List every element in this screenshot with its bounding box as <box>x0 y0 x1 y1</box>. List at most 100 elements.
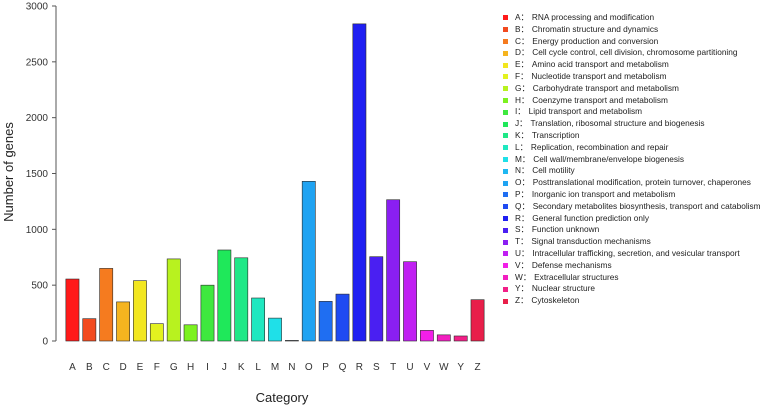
x-tick-label: K <box>238 362 245 373</box>
x-tick-label: S <box>373 362 380 373</box>
bar-I <box>200 284 215 342</box>
legend-item: V： Defense mechanisms <box>503 260 778 272</box>
y-axis: 0 500 1000 1500 2000 2500 3000 <box>26 2 57 348</box>
x-tick-label: Q <box>339 362 347 373</box>
bar-W <box>436 334 451 342</box>
x-tick-label: Z <box>475 362 481 373</box>
bar-Y <box>453 335 468 342</box>
legend-label: Secondary metabolites biosynthesis, tran… <box>532 200 761 211</box>
legend-code: W： <box>515 271 532 282</box>
legend-swatch <box>503 180 508 186</box>
legend-swatch <box>503 145 508 151</box>
legend-item: O： Posttranslational modification, protei… <box>503 177 778 189</box>
x-tick-label: R <box>356 362 363 373</box>
legend-code: E： <box>515 59 529 70</box>
legend-item: Z： Cytoskeleton <box>503 295 778 307</box>
bar-B <box>82 318 97 342</box>
bar-S <box>369 256 384 342</box>
bar-A <box>65 278 80 342</box>
legend-code: O： <box>515 177 530 188</box>
bar-M <box>268 317 282 342</box>
y-axis-title: Number of genes <box>1 122 16 222</box>
bar-V <box>420 330 434 342</box>
legend-label: Chromatin structure and dynamics <box>531 23 659 34</box>
legend-label: General function prediction only <box>532 212 649 223</box>
bar-P <box>318 301 333 342</box>
legend-item: A： RNA processing and modification <box>503 12 778 24</box>
legend-label: Coenzyme transport and metabolism <box>532 94 668 105</box>
y-tick-label: 0 <box>42 337 48 348</box>
legend-item: N： Cell motility <box>503 165 778 177</box>
bar-H <box>183 324 198 342</box>
x-tick-label: D <box>119 362 126 373</box>
legend-label: Function unknown <box>531 224 600 235</box>
legend-item: H： Coenzyme transport and metabolism <box>503 95 778 107</box>
legend: A： RNA processing and modification B： Chrom… <box>503 12 778 307</box>
y-tick-label: 2000 <box>26 113 49 124</box>
legend-label: Cell wall/membrane/envelope biogenesis <box>533 153 685 164</box>
legend-item: E： Amino acid transport and metabolism <box>503 59 778 71</box>
legend-item: G： Carbohydrate transport and metabolism <box>503 83 778 95</box>
x-tick-label: E <box>137 362 144 373</box>
legend-label: Amino acid transport and metabolism <box>531 59 669 70</box>
legend-swatch <box>503 27 508 33</box>
legend-label: Nuclear structure <box>531 283 596 294</box>
y-tick-label: 1500 <box>26 169 49 180</box>
legend-label: Extracellular structures <box>534 271 619 282</box>
legend-label: Translation, ribosomal structure and bio… <box>530 118 705 129</box>
legend-code: P： <box>515 188 529 199</box>
legend-code: Y： <box>515 283 529 294</box>
legend-label: Inorganic ion transport and metabolism <box>531 188 676 199</box>
legend-code: H： <box>515 94 530 105</box>
legend-code: D： <box>515 47 530 58</box>
legend-item: P： Inorganic ion transport and metabolism <box>503 189 778 201</box>
legend-swatch <box>503 50 508 56</box>
bar-F <box>149 323 164 342</box>
x-tick-label: G <box>170 362 178 373</box>
legend-swatch <box>503 204 508 210</box>
x-tick-label: F <box>154 362 160 373</box>
x-tick-label: P <box>322 362 329 373</box>
y-tick-label: 2500 <box>26 57 49 68</box>
x-tick-label: L <box>255 362 261 373</box>
legend-code: Z： <box>515 295 529 306</box>
bar-T <box>386 199 401 342</box>
bar-Q <box>335 293 350 342</box>
x-tick-label: B <box>86 362 93 373</box>
legend-label: Replication, recombination and repair <box>530 141 669 152</box>
y-tick-label: 1000 <box>26 225 49 236</box>
bar-G <box>166 258 181 342</box>
bar-O <box>301 181 316 342</box>
bar-E <box>133 280 147 342</box>
legend-item: R： General function prediction only <box>503 213 778 225</box>
legend-code: F： <box>515 70 529 81</box>
legend-label: Transcription <box>531 129 580 140</box>
legend-code: R： <box>515 212 530 223</box>
legend-item: J： Translation, ribosomal structure and b… <box>503 118 778 130</box>
y-tick-label: 3000 <box>26 2 49 13</box>
x-tick-label: C <box>103 362 110 373</box>
x-tick-label: J <box>222 362 227 373</box>
bar-Z <box>470 299 485 342</box>
bars <box>65 23 485 342</box>
x-tick-label: W <box>439 362 449 373</box>
legend-code: N： <box>515 165 530 176</box>
legend-swatch <box>503 133 508 139</box>
legend-item: D： Cell cycle control, cell division, chr… <box>503 47 778 59</box>
bar-D <box>116 301 130 342</box>
legend-item: F： Nucleotide transport and metabolism <box>503 71 778 83</box>
legend-label: Cell motility <box>532 165 575 176</box>
bar-C <box>99 268 114 342</box>
legend-swatch <box>503 168 508 174</box>
legend-item: Y： Nuclear structure <box>503 283 778 295</box>
legend-code: B： <box>515 23 529 34</box>
legend-item: Q： Secondary metabolites biosynthesis, tr… <box>503 201 778 213</box>
legend-swatch <box>503 274 508 280</box>
legend-swatch <box>503 156 508 162</box>
legend-swatch <box>503 109 508 115</box>
legend-swatch <box>503 121 508 127</box>
legend-item: B： Chromatin structure and dynamics <box>503 24 778 36</box>
legend-label: Energy production and conversion <box>532 35 659 46</box>
legend-swatch <box>503 251 508 257</box>
